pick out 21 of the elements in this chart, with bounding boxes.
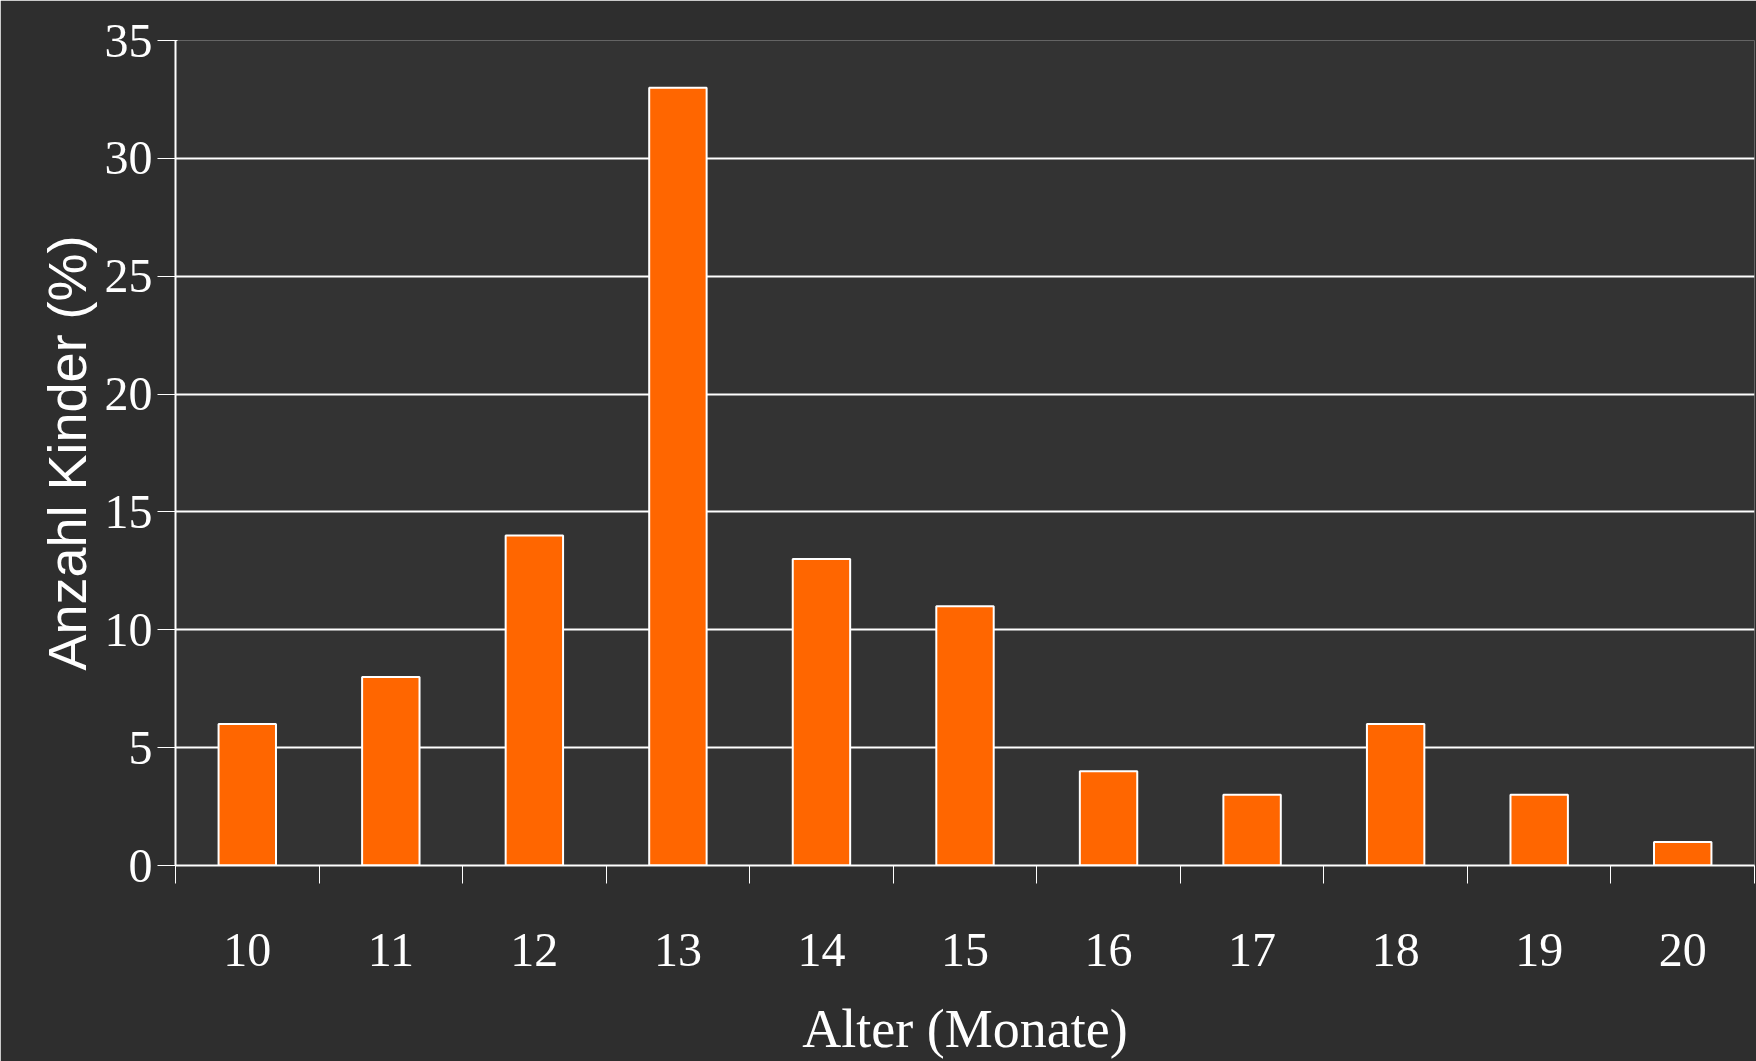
y-tick-label: 5	[128, 720, 153, 774]
x-tick-label: 16	[1084, 922, 1133, 976]
y-tick-label: 0	[128, 838, 153, 892]
y-tick-label: 10	[104, 602, 153, 656]
x-tick-label: 15	[941, 922, 989, 976]
y-tick-label: 35	[104, 13, 153, 67]
y-tick-label: 20	[104, 367, 153, 421]
x-axis-title: Alter (Monate)	[802, 998, 1128, 1059]
y-tick-label: 30	[104, 131, 153, 185]
y-axis-title: Anzahl Kinder (%)	[36, 235, 97, 671]
y-tick-label: 25	[104, 249, 153, 303]
x-tick-label: 11	[367, 922, 414, 976]
x-tick-label: 19	[1515, 922, 1564, 976]
x-tick-label: 17	[1228, 922, 1277, 976]
x-tick-label: 20	[1658, 922, 1707, 976]
x-tick-label: 12	[510, 922, 559, 976]
x-tick-label: 10	[223, 922, 272, 976]
y-tick-label: 15	[104, 484, 153, 538]
x-tick-label: 14	[797, 922, 846, 976]
x-tick-label: 18	[1371, 922, 1420, 976]
x-tick-label: 13	[653, 922, 702, 976]
